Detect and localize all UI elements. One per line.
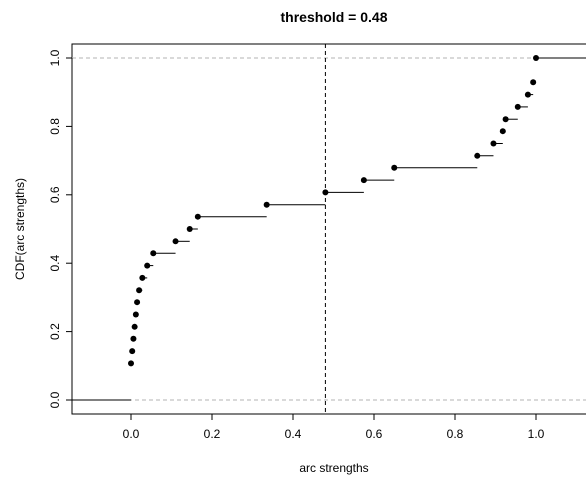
data-point-24 [533, 55, 539, 61]
x-axis: 0.0 0.2 0.4 0.6 0.8 1.0 [123, 413, 545, 441]
y-axis-label: CDF(arc strengths) [13, 178, 27, 280]
y-tick-label-2: 0.4 [48, 255, 62, 272]
y-tick-label-5: 1.0 [48, 49, 62, 66]
y-tick-label-3: 0.6 [48, 186, 62, 203]
data-point-9 [150, 250, 157, 257]
data-point-2 [130, 335, 137, 342]
data-point-11 [186, 226, 193, 232]
x-axis-label: arc strengths [299, 461, 368, 475]
data-point-8 [144, 262, 151, 269]
data-point-12 [194, 213, 201, 220]
data-point-5 [134, 299, 141, 306]
y-tick-label-0: 0.0 [48, 391, 62, 408]
data-point-10 [172, 238, 179, 245]
data-point-3 [131, 323, 138, 330]
data-point-1 [129, 348, 136, 355]
x-tick-label-3: 0.6 [366, 427, 383, 441]
chart-title: threshold = 0.48 [281, 9, 388, 25]
data-point-18 [490, 140, 497, 147]
y-tick-label-1: 0.2 [48, 323, 62, 340]
y-tick-label-4: 0.8 [48, 118, 62, 135]
data-point-21 [514, 103, 521, 110]
data-points [128, 55, 539, 367]
data-point-14 [322, 189, 329, 196]
data-point-4 [132, 311, 139, 318]
data-point-23 [530, 79, 537, 86]
data-point-19 [499, 128, 506, 135]
x-tick-label-0: 0.0 [123, 427, 140, 441]
data-point-13 [263, 201, 270, 208]
data-point-20 [502, 116, 509, 123]
reference-lines [72, 57, 586, 401]
data-point-15 [360, 177, 367, 184]
x-tick-label-4: 0.8 [447, 427, 464, 441]
data-point-16 [391, 164, 398, 171]
step-segments [72, 57, 586, 401]
data-point-6 [136, 287, 143, 294]
x-tick-label-2: 0.4 [285, 427, 302, 441]
data-point-7 [139, 274, 146, 281]
data-point-17 [474, 152, 481, 159]
x-tick-label-1: 0.2 [204, 427, 221, 441]
y-axis: 0.0 0.2 0.4 0.6 0.8 1.0 [48, 49, 73, 408]
plot-frame [71, 43, 586, 415]
data-point-0 [128, 360, 134, 367]
x-tick-label-5: 1.0 [528, 427, 545, 441]
data-point-22 [524, 91, 531, 98]
